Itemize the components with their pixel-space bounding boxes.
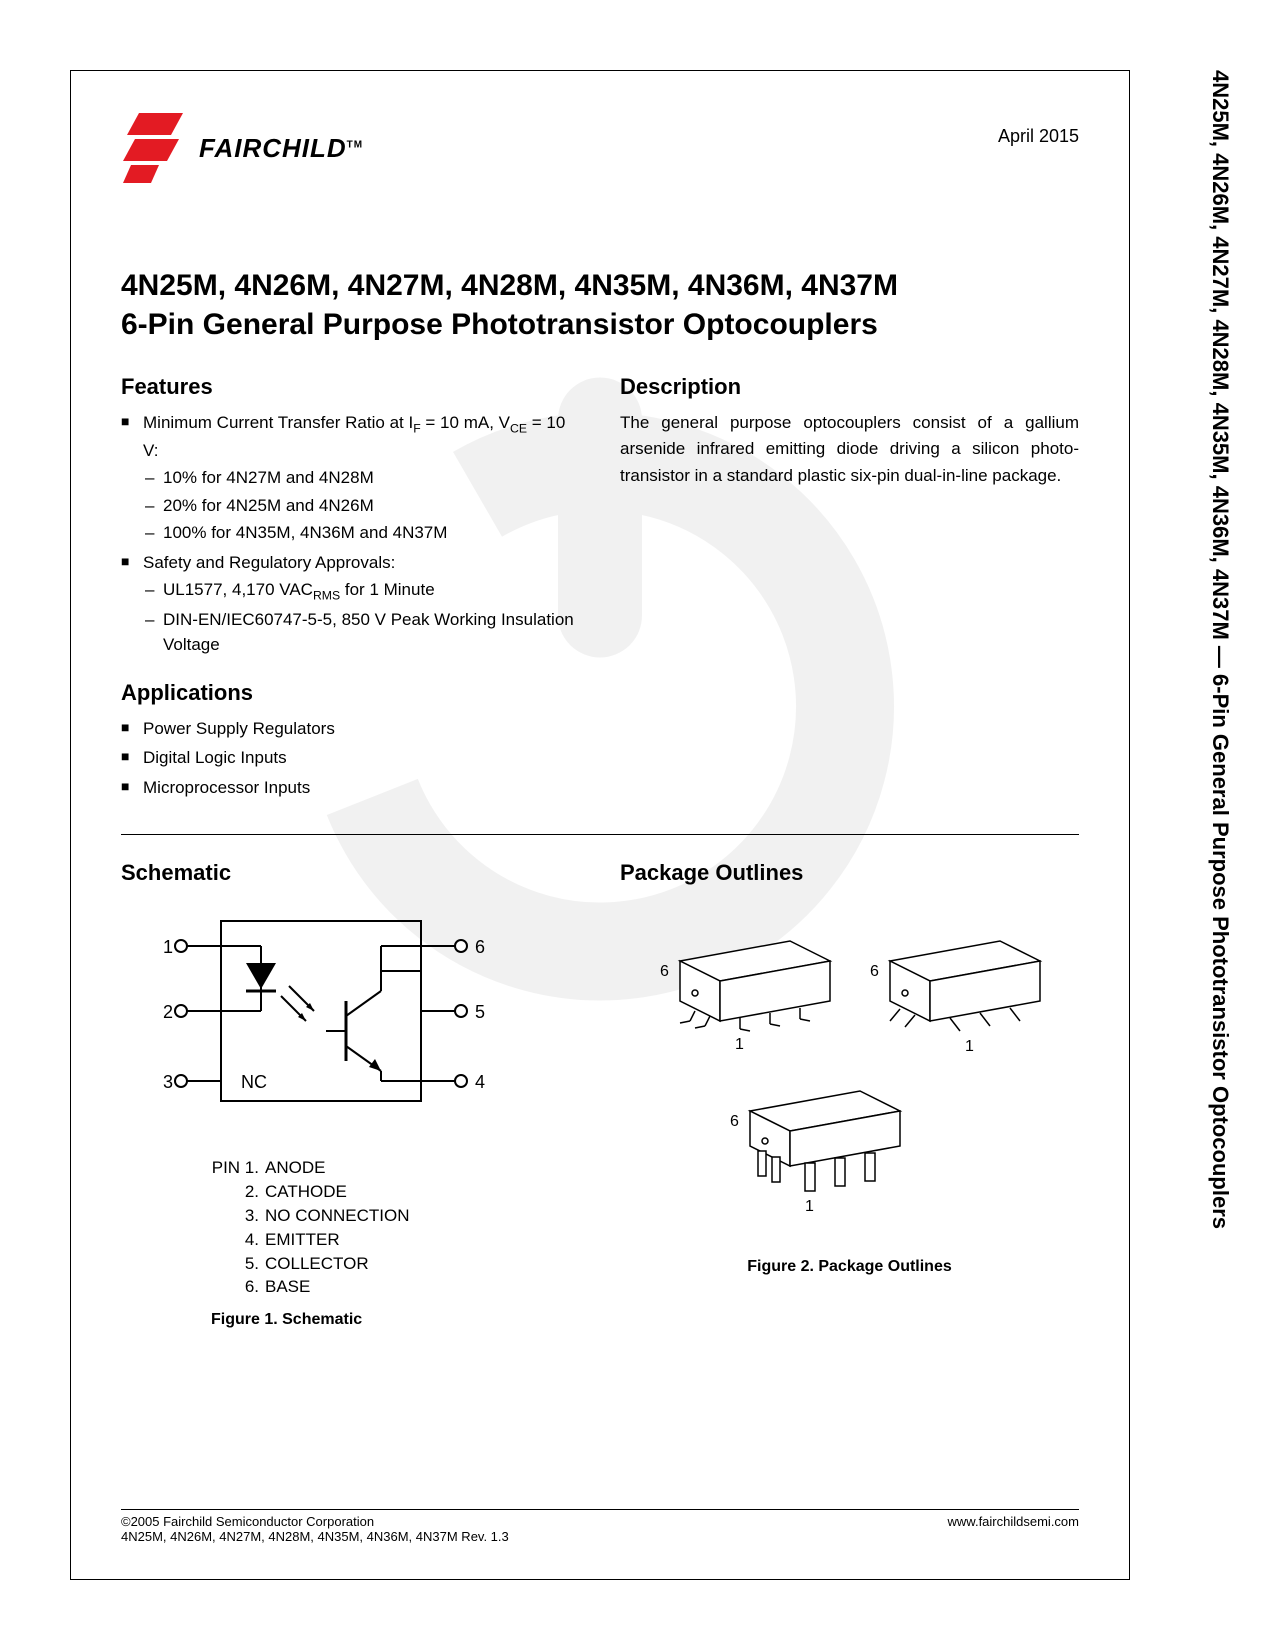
feature-safety: Safety and Regulatory Approvals: UL1577,…	[121, 550, 580, 658]
app-item-1: Digital Logic Inputs	[121, 745, 580, 771]
pin1-label: 1	[163, 937, 173, 957]
app-item-0: Power Supply Regulators	[121, 716, 580, 742]
ctr-item-1: 20% for 4N25M and 4N26M	[143, 493, 580, 519]
package-col: Package Outlines	[620, 860, 1079, 1329]
pin-prefix-1: PIN 1.	[201, 1156, 265, 1180]
ctr-sub1: F	[413, 421, 420, 435]
ctr-sub2: CE	[510, 421, 527, 435]
applications-heading: Applications	[121, 680, 580, 706]
applications-list: Power Supply Regulators Digital Logic In…	[121, 716, 580, 801]
svg-text:6: 6	[730, 1113, 739, 1130]
safety-a-sub: RMS	[313, 589, 340, 603]
pin-prefix-5: 5.	[201, 1252, 265, 1276]
safety-item-a: UL1577, 4,170 VACRMS for 1 Minute	[143, 577, 580, 605]
safety-a-prefix: UL1577, 4,170 VAC	[163, 580, 313, 599]
svg-text:NC: NC	[241, 1072, 267, 1092]
footer-url: www.fairchildsemi.com	[948, 1514, 1079, 1544]
svg-text:6: 6	[660, 963, 669, 980]
safety-a-suffix: for 1 Minute	[340, 580, 435, 599]
package-heading: Package Outlines	[620, 860, 1079, 886]
svg-text:5: 5	[475, 1002, 485, 1022]
features-list: Minimum Current Transfer Ratio at IF = 1…	[121, 410, 580, 658]
figures-row: Schematic 1 2	[121, 860, 1079, 1329]
description-heading: Description	[620, 374, 1079, 400]
svg-text:6: 6	[870, 963, 879, 980]
fairchild-logo: FAIRCHILDTM	[121, 111, 363, 186]
ctr-mid: = 10 mA, V	[421, 413, 510, 432]
description-text: The general purpose optocouplers consist…	[620, 410, 1079, 489]
footer-rev: 4N25M, 4N26M, 4N27M, 4N28M, 4N35M, 4N36M…	[121, 1529, 509, 1544]
schematic-diagram: 1 2 3 NC 6	[151, 901, 580, 1136]
features-col: Features Minimum Current Transfer Ratio …	[121, 374, 580, 804]
header: FAIRCHILDTM April 2015	[121, 111, 1079, 186]
safety-item-b: DIN-EN/IEC60747-5-5, 850 V Peak Working …	[143, 607, 580, 658]
title-line-1: 4N25M, 4N26M, 4N27M, 4N28M, 4N35M, 4N36M…	[121, 269, 898, 302]
document-date: April 2015	[998, 126, 1079, 147]
features-heading: Features	[121, 374, 580, 400]
document-title: 4N25M, 4N26M, 4N27M, 4N28M, 4N35M, 4N36M…	[121, 266, 1079, 344]
ctr-item-0: 10% for 4N27M and 4N28M	[143, 465, 580, 491]
page-frame: FAIRCHILDTM April 2015 4N25M, 4N26M, 4N2…	[70, 70, 1130, 1580]
svg-text:1: 1	[805, 1198, 814, 1215]
svg-text:6: 6	[475, 937, 485, 957]
page-footer: ©2005 Fairchild Semiconductor Corporatio…	[121, 1509, 1079, 1544]
pin-definitions: PIN 1.ANODE 2.CATHODE 3.NO CONNECTION 4.…	[201, 1156, 580, 1299]
section-divider	[121, 834, 1079, 835]
side-vertical-title: 4N25M, 4N26M, 4N27M, 4N28M, 4N35M, 4N36M…	[1200, 70, 1240, 1580]
svg-text:3: 3	[163, 1072, 173, 1092]
ctr-prefix: Minimum Current Transfer Ratio at I	[143, 413, 413, 432]
pin-prefix-3: 3.	[201, 1204, 265, 1228]
svg-text:2: 2	[163, 1002, 173, 1022]
pin-prefix-4: 4.	[201, 1228, 265, 1252]
logo-word: FAIRCHILD	[199, 133, 347, 163]
pin-prefix-2: 2.	[201, 1180, 265, 1204]
svg-text:1: 1	[735, 1036, 744, 1053]
feature-ctr: Minimum Current Transfer Ratio at IF = 1…	[121, 410, 580, 546]
pin-name-2: CATHODE	[265, 1180, 347, 1204]
description-col: Description The general purpose optocoup…	[620, 374, 1079, 804]
ctr-item-2: 100% for 4N35M, 4N36M and 4N37M	[143, 520, 580, 546]
safety-intro: Safety and Regulatory Approvals:	[143, 553, 395, 572]
logo-mark-icon	[121, 111, 191, 186]
figure-2-caption: Figure 2. Package Outlines	[620, 1258, 1079, 1276]
pin-name-4: EMITTER	[265, 1228, 340, 1252]
svg-text:4: 4	[475, 1072, 485, 1092]
pin-name-5: COLLECTOR	[265, 1252, 369, 1276]
pin-name-6: BASE	[265, 1275, 310, 1299]
figure-1-caption: Figure 1. Schematic	[211, 1311, 580, 1329]
logo-tm: TM	[347, 139, 363, 150]
app-item-2: Microprocessor Inputs	[121, 775, 580, 801]
package-diagrams: 6 1	[620, 901, 1079, 1276]
svg-text:1: 1	[965, 1038, 974, 1055]
pin-prefix-6: 6.	[201, 1275, 265, 1299]
logo-text: FAIRCHILDTM	[199, 133, 363, 164]
pin-name-3: NO CONNECTION	[265, 1204, 410, 1228]
footer-copyright: ©2005 Fairchild Semiconductor Corporatio…	[121, 1514, 509, 1529]
intro-columns: Features Minimum Current Transfer Ratio …	[121, 374, 1079, 804]
schematic-heading: Schematic	[121, 860, 580, 886]
schematic-col: Schematic 1 2	[121, 860, 580, 1329]
title-line-2: 6-Pin General Purpose Phototransistor Op…	[121, 308, 878, 341]
pin-name-1: ANODE	[265, 1156, 325, 1180]
